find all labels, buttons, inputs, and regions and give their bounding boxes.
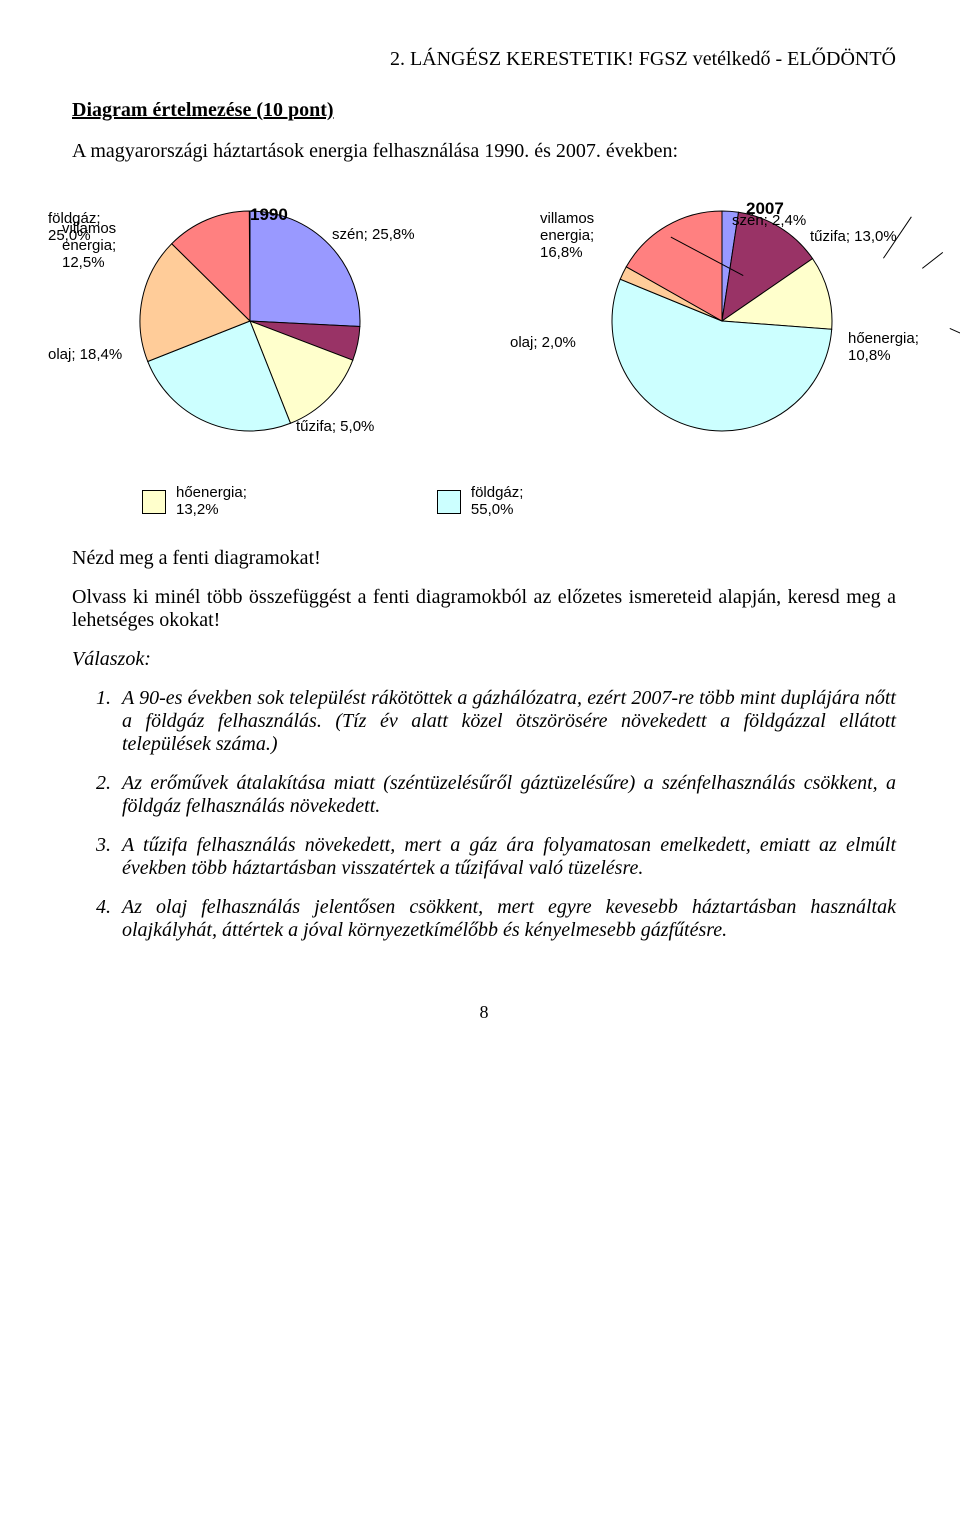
charts-row: szén; 25,8%tűzifa; 5,0%földgáz;25,0%olaj…: [48, 181, 932, 471]
pie-slice-label: olaj; 18,4%: [48, 347, 122, 364]
page-container: 2. LÁNGÉSZ KERESTETIK! FGSZ vetélkedő - …: [0, 0, 960, 1071]
pie-slice-label: tűzifa; 5,0%: [296, 419, 374, 436]
answer-item: A 90-es években sok települést rákötötte…: [116, 687, 896, 756]
pie-slice-label: hőenergia;10,8%: [848, 331, 919, 365]
answer-item: Az erőművek átalakítása miatt (széntüzel…: [116, 772, 896, 818]
header-line: 2. LÁNGÉSZ KERESTETIK! FGSZ vetélkedő - …: [72, 48, 896, 71]
pie-slice-label: olaj; 2,0%: [510, 335, 576, 352]
legend-swatch-2007: [437, 490, 461, 514]
section-title: Diagram értelmezése (10 pont): [72, 99, 896, 122]
legend-swatch-1990: [142, 490, 166, 514]
legend-1990: hőenergia;13,2%: [142, 485, 247, 519]
page-number: 8: [72, 1002, 896, 1023]
section-description: A magyarországi háztartások energia felh…: [72, 140, 896, 163]
answer-item: Az olaj felhasználás jelentősen csökkent…: [116, 896, 896, 942]
answers-label: Válaszok:: [72, 648, 896, 671]
pie-year-label: 1990: [250, 205, 288, 224]
pie-chart-1990: szén; 25,8%tűzifa; 5,0%földgáz;25,0%olaj…: [48, 181, 440, 471]
pie-chart-2007: szén; 2,4%tűzifa; 13,0%hőenergia;10,8%ol…: [482, 181, 932, 471]
legend-row: hőenergia;13,2% földgáz;55,0%: [142, 485, 896, 519]
pie-slice-label: villamosenergia;12,5%: [62, 221, 116, 271]
answer-item: A tűzifa felhasználás növekedett, mert a…: [116, 834, 896, 880]
pie-slice-label: tűzifa; 13,0%: [810, 229, 897, 246]
instruction-2: Olvass ki minél több összefüggést a fent…: [72, 586, 896, 632]
answers-list: A 90-es években sok települést rákötötte…: [72, 687, 896, 942]
pie-slice-label: szén; 25,8%: [332, 227, 415, 244]
instruction-1: Nézd meg a fenti diagramokat!: [72, 547, 896, 570]
legend-text-2007: földgáz;55,0%: [471, 485, 524, 519]
legend-text-1990: hőenergia;13,2%: [176, 485, 247, 519]
legend-2007: földgáz;55,0%: [437, 485, 524, 519]
pie-slice-label: villamosenergia;16,8%: [540, 211, 594, 261]
pie-year-label: 2007: [746, 199, 784, 218]
